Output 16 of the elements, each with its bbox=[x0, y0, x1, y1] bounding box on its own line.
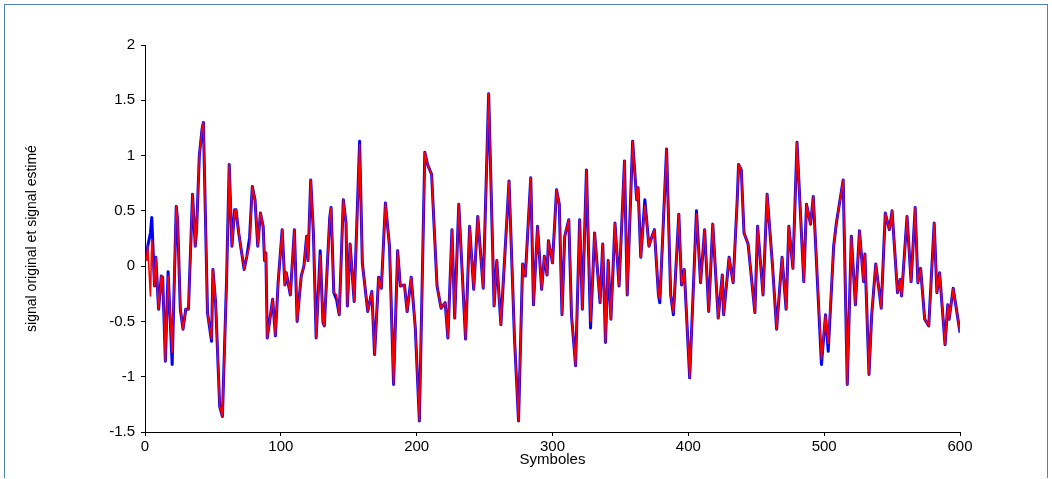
y-tick-label: 0.5 bbox=[114, 201, 135, 218]
x-axis-title: Symboles bbox=[519, 450, 586, 468]
y-tick-label: -0.5 bbox=[109, 311, 135, 329]
x-tick-label: 100 bbox=[268, 437, 294, 455]
x-tick-label: 500 bbox=[811, 437, 837, 455]
y-axis-title: signal original et signal estimé bbox=[23, 144, 40, 332]
y-tick-label: 1.5 bbox=[114, 90, 135, 108]
y-tick-label: -1 bbox=[121, 366, 135, 384]
y-tick-label: 1 bbox=[126, 145, 135, 163]
x-tick-label: 400 bbox=[675, 437, 701, 455]
y-tick-label: -1.5 bbox=[109, 422, 135, 440]
x-tick-label: 600 bbox=[947, 437, 973, 455]
y-tick-label: 2 bbox=[126, 35, 135, 53]
x-tick-label: 0 bbox=[140, 437, 150, 455]
x-tick-label: 200 bbox=[404, 437, 430, 455]
y-tick-label: 0 bbox=[126, 256, 135, 274]
